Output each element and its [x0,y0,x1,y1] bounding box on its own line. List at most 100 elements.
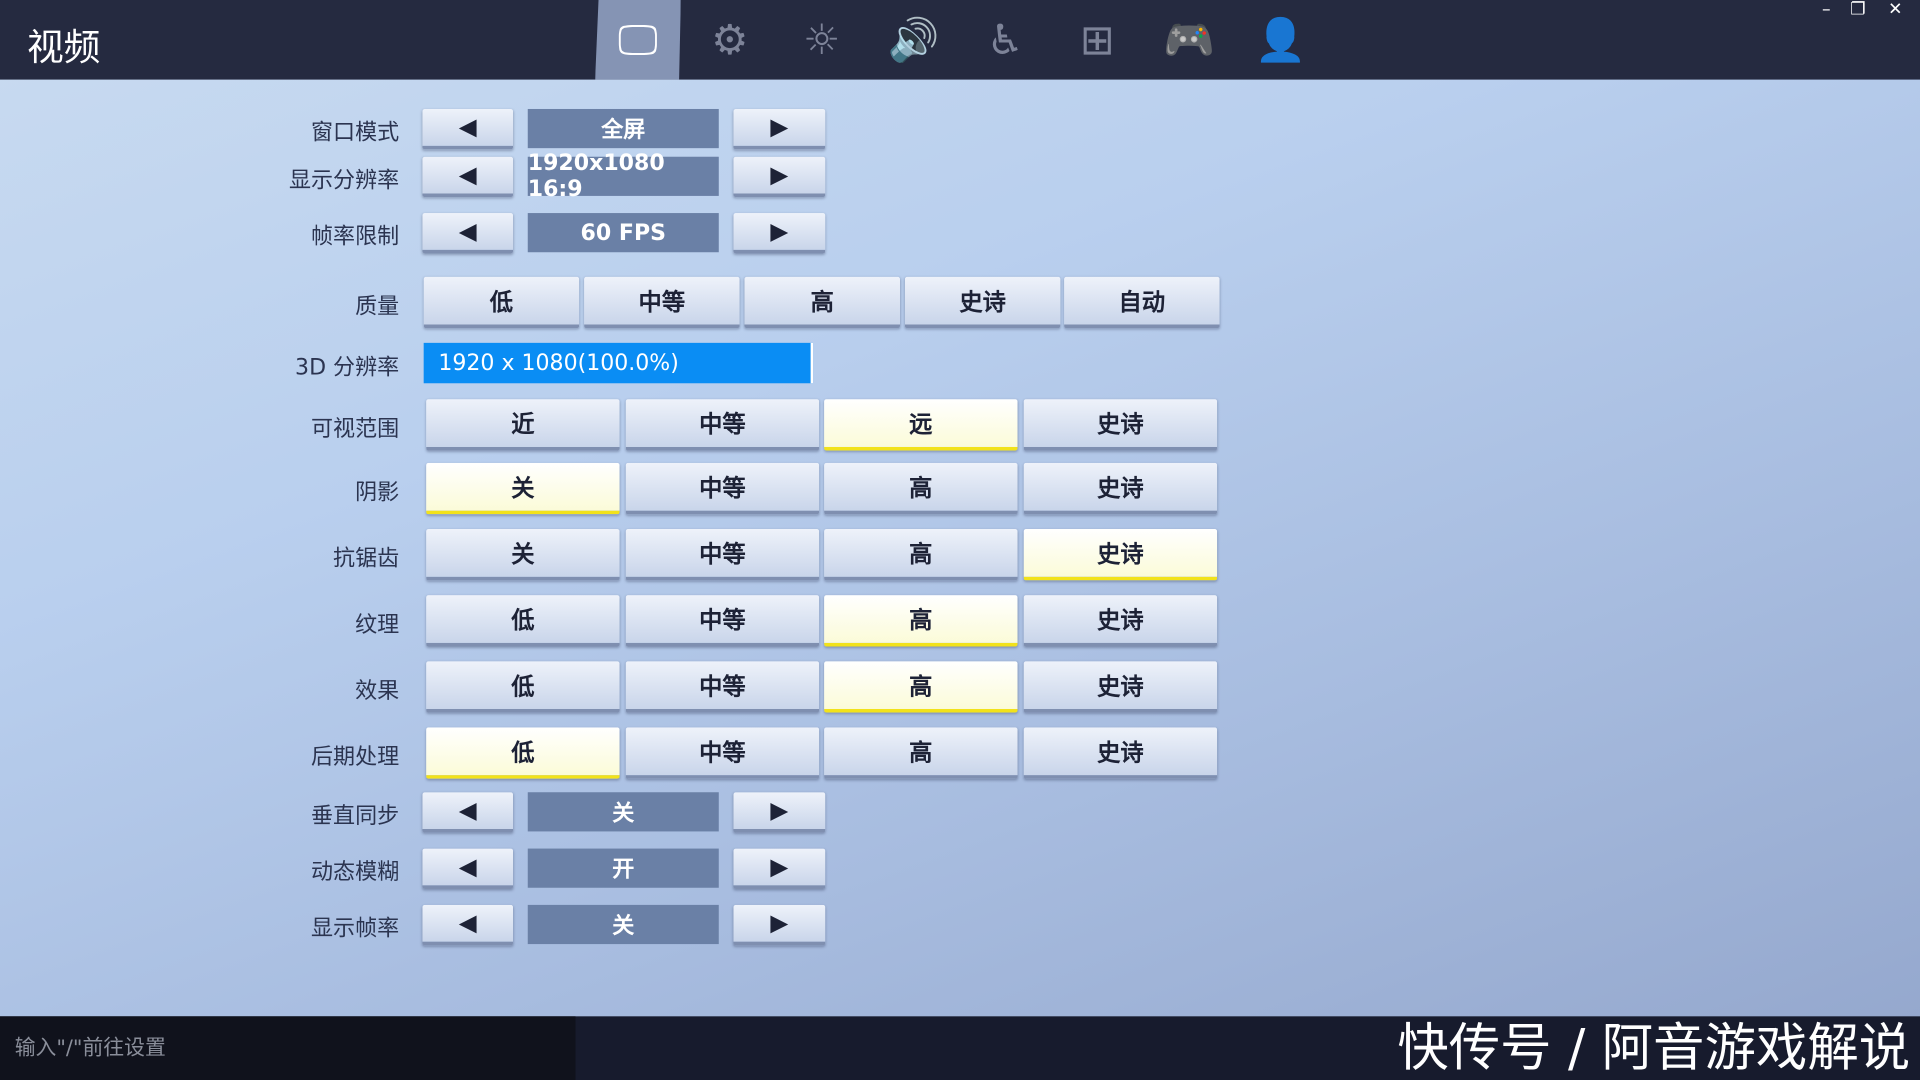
next-button[interactable]: ▶ [733,213,826,254]
option-button[interactable]: 关 [426,462,620,515]
option-button[interactable]: 低 [426,661,620,713]
prev-button[interactable]: ◀ [422,904,514,946]
top-bar: 视频 🖵 ⚙ ☼ 🔊 ♿ ⊞ 🎮 👤 – ❐ ✕ [0,0,1920,80]
option-button[interactable]: 史诗 [1023,399,1218,451]
option-button[interactable]: 高 [824,462,1018,515]
option-button[interactable]: 史诗 [1023,462,1218,515]
speaker-icon: 🔊 [887,15,940,65]
option-button[interactable]: 高 [824,528,1018,581]
option-button[interactable]: 史诗 [1023,727,1218,779]
arrow-left-icon: ◀ [458,853,477,881]
arrow-right-icon: ▶ [770,217,789,245]
quality-option[interactable]: 低 [423,276,580,329]
next-button[interactable]: ▶ [733,848,826,889]
quality-option[interactable]: 自动 [1064,276,1220,329]
next-button[interactable]: ▶ [733,904,826,946]
option-button[interactable]: 低 [426,595,620,647]
setting-label: 窗口模式 [311,120,400,146]
watermark: 快传号 / 阿音游戏解说 [1397,1017,1911,1078]
minimize-button[interactable]: – [1822,0,1831,20]
option-button[interactable]: 中等 [625,462,820,515]
setting-label: 动态模糊 [311,859,400,886]
gamepad-icon: 🎮 [1163,15,1215,65]
res3d-value: 1920 x 1080(100.0%) [438,350,679,376]
prev-button[interactable]: ◀ [422,156,514,198]
page-title: 视频 [26,26,101,70]
option-button[interactable]: 高 [824,595,1018,647]
setting-value: 关 [527,904,719,945]
prev-button[interactable]: ◀ [422,108,514,150]
option-button[interactable]: 关 [426,528,620,581]
arrow-right-icon: ▶ [770,113,789,141]
account-icon: 👤 [1254,15,1307,65]
option-button[interactable]: 中等 [625,399,820,451]
gear-icon: ⚙ [711,15,749,65]
prev-button[interactable]: ◀ [422,792,514,833]
setting-label: 帧率限制 [311,224,400,250]
arrow-left-icon: ◀ [458,909,477,937]
option-button[interactable]: 中等 [625,595,820,647]
tab-accessibility[interactable]: ♿ [962,0,1048,80]
arrow-right-icon: ▶ [770,853,789,881]
option-button[interactable]: 高 [824,727,1018,779]
setting-value: 1920x1080 16:9 [527,151,719,202]
next-button[interactable]: ▶ [733,108,826,150]
quality-label: 质量 [355,293,400,320]
option-button[interactable]: 史诗 [1023,528,1218,581]
option-button[interactable]: 低 [426,727,620,779]
setting-label: 显示帧率 [311,915,400,942]
arrow-right-icon: ▶ [770,161,789,189]
option-button[interactable]: 中等 [625,528,820,581]
tab-account[interactable]: 👤 [1238,0,1324,80]
setting-value: 关 [527,792,719,832]
option-button[interactable]: 史诗 [1023,661,1218,713]
setting-label: 后期处理 [311,744,400,771]
setting-value: 60 FPS [527,213,719,253]
arrow-right-icon: ▶ [770,909,789,937]
setting-label: 可视范围 [311,416,400,443]
bottom-bar: 输入"/"前往设置 快传号 / 阿音游戏解说 [0,1016,1920,1080]
setting-value: 开 [527,848,719,888]
res3d-label: 3D 分辨率 [295,355,400,381]
arrow-left-icon: ◀ [458,113,477,141]
setting-value: 全屏 [527,108,719,149]
arrow-left-icon: ◀ [458,217,477,245]
tab-gear[interactable]: ⚙ [687,0,773,80]
setting-label: 垂直同步 [311,803,400,829]
tab-brightness[interactable]: ☼ [779,0,865,80]
quality-option[interactable]: 中等 [584,276,740,329]
arrow-right-icon: ▶ [770,797,789,825]
input-icon: ⊞ [1079,15,1115,65]
option-button[interactable]: 中等 [625,661,820,713]
next-button[interactable]: ▶ [733,792,826,833]
quality-option[interactable]: 史诗 [904,276,1061,329]
restore-button[interactable]: ❐ [1850,0,1866,20]
setting-label: 效果 [355,678,400,705]
setting-label: 抗锯齿 [333,546,400,572]
option-button[interactable]: 中等 [625,727,820,779]
quality-option[interactable]: 高 [744,276,901,329]
accessibility-icon: ♿ [986,15,1024,65]
arrow-left-icon: ◀ [458,797,477,825]
command-input[interactable]: 输入"/"前往设置 [0,1016,576,1080]
tab-speaker[interactable]: 🔊 [871,0,957,80]
prev-button[interactable]: ◀ [422,848,514,889]
arrow-left-icon: ◀ [458,161,477,189]
setting-label: 显示分辨率 [288,167,400,194]
tab-monitor[interactable]: 🖵 [595,0,681,80]
option-button[interactable]: 远 [824,399,1018,451]
setting-label: 纹理 [355,612,400,638]
option-button[interactable]: 史诗 [1023,595,1218,647]
prev-button[interactable]: ◀ [422,213,514,254]
tab-gamepad[interactable]: 🎮 [1146,0,1232,80]
option-button[interactable]: 近 [426,399,620,451]
close-button[interactable]: ✕ [1888,0,1903,20]
tab-input[interactable]: ⊞ [1054,0,1140,80]
next-button[interactable]: ▶ [733,156,826,198]
res3d-slider[interactable]: 1920 x 1080(100.0%) [423,342,814,384]
option-button[interactable]: 高 [824,661,1018,713]
setting-label: 阴影 [355,480,400,506]
brightness-icon: ☼ [802,15,841,65]
monitor-icon: 🖵 [617,15,659,65]
